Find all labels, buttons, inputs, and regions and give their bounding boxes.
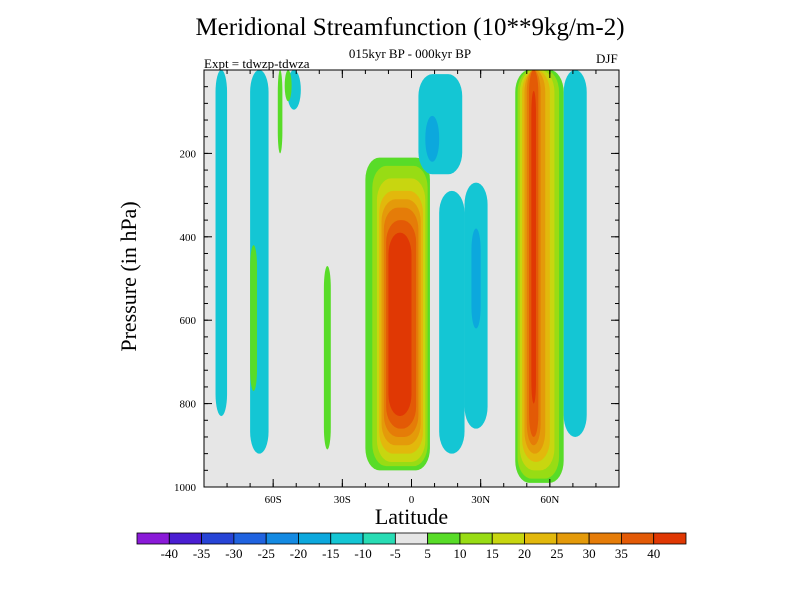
colorbar-label: -5 bbox=[390, 546, 401, 561]
y-tick-label: 200 bbox=[180, 148, 197, 160]
x-tick-label: 0 bbox=[409, 494, 415, 506]
contour-region-0 bbox=[215, 70, 228, 417]
colorbar-box bbox=[491, 532, 525, 545]
y-tick-label: 600 bbox=[180, 315, 197, 327]
colorbar-label: -40 bbox=[161, 546, 178, 561]
contour-region-28 bbox=[563, 70, 587, 437]
colorbar-box bbox=[298, 532, 332, 545]
y-tick-label: 400 bbox=[180, 232, 197, 244]
y-tick-label: 800 bbox=[180, 399, 197, 411]
colorbar-label: 30 bbox=[583, 546, 596, 561]
x-tick-label: 30S bbox=[334, 494, 351, 506]
contour-layer bbox=[215, 70, 587, 483]
colorbar-label: 10 bbox=[453, 546, 466, 561]
contour-region-3 bbox=[277, 70, 283, 154]
contour-region-27 bbox=[531, 90, 536, 404]
chart-title: Meridional Streamfunction (10**9kg/m-2) bbox=[195, 14, 625, 41]
colorbar-label: -20 bbox=[290, 546, 307, 561]
contour-region-2 bbox=[250, 245, 258, 392]
contour-region-19 bbox=[471, 228, 481, 329]
colorbar-label: -10 bbox=[354, 546, 371, 561]
contour-region-16 bbox=[425, 115, 440, 162]
contour-region-5 bbox=[284, 70, 292, 102]
colorbar-box bbox=[556, 532, 590, 545]
experiment-label: Expt = tdwzp-tdwza bbox=[204, 56, 310, 71]
y-tick-label: 1000 bbox=[174, 482, 197, 494]
contour-region-17 bbox=[439, 190, 465, 454]
colorbar-label: -15 bbox=[322, 546, 339, 561]
colorbar-box bbox=[588, 532, 622, 545]
colorbar-box bbox=[330, 532, 364, 545]
colorbar-box bbox=[168, 532, 202, 545]
colorbar-box bbox=[136, 532, 170, 545]
contour-region-6 bbox=[323, 265, 331, 450]
colorbar-box bbox=[459, 532, 493, 545]
colorbar: -40 -35 -30 -25 -20 -15 -10 -5 5 10 15 20 25 30 35 40 bbox=[136, 532, 687, 561]
colorbar-label: 25 bbox=[550, 546, 563, 561]
colorbar-box bbox=[394, 532, 429, 545]
colorbar-label: -25 bbox=[258, 546, 275, 561]
colorbar-box bbox=[362, 532, 396, 545]
contour-region-14 bbox=[388, 232, 412, 417]
tick-layer: 60S 30S 0 30N 60N 200 400 600 800 1000 bbox=[174, 70, 620, 506]
x-tick-label: 30N bbox=[471, 494, 490, 506]
colorbar-label: 40 bbox=[647, 546, 660, 561]
colorbar-label: 5 bbox=[424, 546, 431, 561]
colorbar-label: 20 bbox=[518, 546, 531, 561]
x-axis-title: Latitude bbox=[375, 504, 448, 529]
colorbar-box bbox=[265, 532, 299, 545]
contour-region-15 bbox=[418, 74, 463, 175]
season-label: DJF bbox=[596, 51, 618, 66]
colorbar-label: -35 bbox=[193, 546, 210, 561]
x-tick-label: 60S bbox=[265, 494, 282, 506]
colorbar-label: 35 bbox=[615, 546, 628, 561]
colorbar-label: -30 bbox=[225, 546, 242, 561]
colorbar-box bbox=[524, 532, 558, 545]
colorbar-box bbox=[653, 532, 687, 545]
colorbar-box bbox=[427, 532, 461, 545]
colorbar-box bbox=[201, 532, 235, 545]
y-axis-title: Pressure (in hPa) bbox=[116, 201, 141, 351]
colorbar-label: 15 bbox=[486, 546, 499, 561]
colorbar-box bbox=[233, 532, 267, 545]
chart-subtitle: 015kyr BP - 000kyr BP bbox=[348, 46, 472, 61]
x-tick-label: 60N bbox=[540, 494, 559, 506]
colorbar-box bbox=[621, 532, 655, 545]
